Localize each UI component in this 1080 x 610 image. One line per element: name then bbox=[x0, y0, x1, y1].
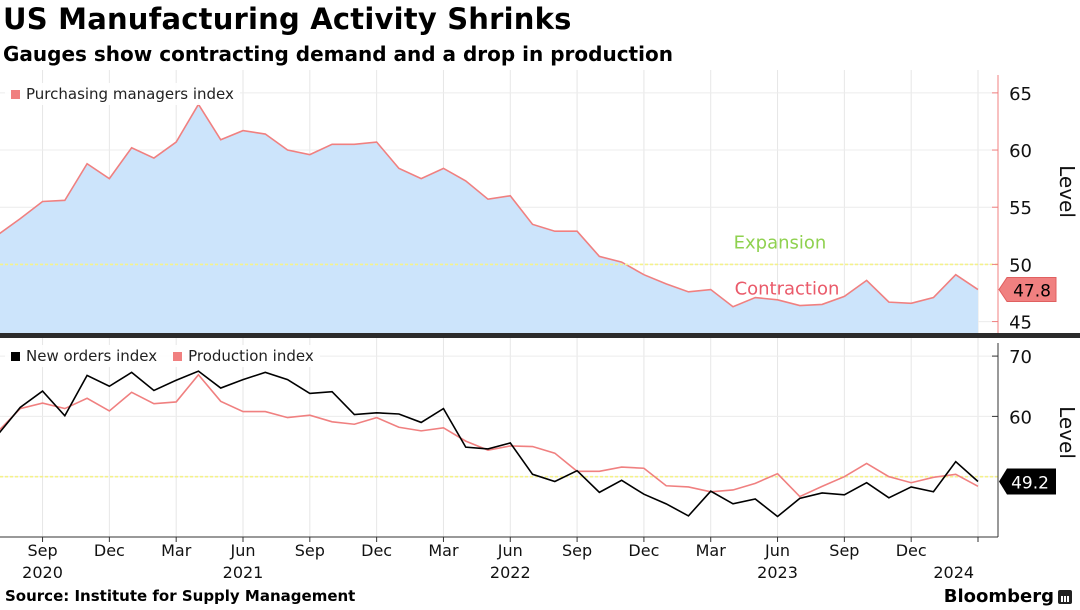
production-line bbox=[0, 373, 979, 498]
brand-name: Bloomberg bbox=[943, 586, 1054, 607]
x-year-label: 2024 bbox=[933, 563, 974, 582]
source-note: Source: Institute for Supply Management bbox=[5, 587, 356, 605]
x-year-label: 2020 bbox=[22, 563, 63, 582]
x-tick-label: Mar bbox=[696, 541, 727, 560]
x-tick-label: Jun bbox=[764, 541, 790, 560]
x-tick-label: Mar bbox=[161, 541, 192, 560]
x-tick-label: Jun bbox=[497, 541, 523, 560]
x-tick-label: Dec bbox=[896, 541, 927, 560]
x-tick-label: Sep bbox=[27, 541, 57, 560]
top-y-tick-label: 45 bbox=[1009, 313, 1032, 334]
pmi-legend-swatch bbox=[11, 89, 20, 99]
x-tick-label: Sep bbox=[562, 541, 592, 560]
x-tick-label: Mar bbox=[428, 541, 459, 560]
x-year-label: 2022 bbox=[490, 563, 531, 582]
expansion-label: Expansion bbox=[734, 232, 827, 253]
x-year-label: 2021 bbox=[223, 563, 264, 582]
top-y-tick-label: 50 bbox=[1009, 255, 1032, 276]
x-tick-label: Sep bbox=[829, 541, 859, 560]
x-tick-label: Sep bbox=[295, 541, 325, 560]
contraction-label: Contraction bbox=[735, 278, 840, 299]
x-tick-label: Dec bbox=[94, 541, 125, 560]
top-y-tick-label: 65 bbox=[1009, 84, 1032, 105]
bottom-legend: New orders index Production index bbox=[5, 345, 320, 367]
x-tick-label: Jun bbox=[230, 541, 256, 560]
production-legend-swatch bbox=[173, 351, 183, 361]
new-orders-legend-label: New orders index bbox=[26, 347, 158, 365]
pmi-last-value-text: 47.8 bbox=[1013, 282, 1051, 302]
pmi-legend: Purchasing managers index bbox=[5, 83, 240, 105]
brand-logo: Bloomberg bbox=[944, 586, 1072, 607]
x-tick-label: Dec bbox=[361, 541, 392, 560]
new-orders-line bbox=[0, 370, 979, 518]
bloomberg-bars-icon bbox=[1058, 589, 1072, 604]
x-tick-label: Dec bbox=[628, 541, 659, 560]
pmi-legend-label: Purchasing managers index bbox=[26, 85, 234, 103]
bottom-y-tick-label: 60 bbox=[1009, 407, 1032, 428]
top-y-axis-title: Level bbox=[1055, 165, 1079, 218]
top-y-tick-label: 60 bbox=[1009, 141, 1032, 162]
new-orders-last-value-text: 49.2 bbox=[1011, 474, 1049, 494]
bottom-y-tick-label: 70 bbox=[1009, 347, 1032, 368]
production-legend-label: Production index bbox=[188, 347, 314, 365]
pmi-area-fill bbox=[0, 104, 978, 333]
new-orders-legend-swatch bbox=[11, 351, 20, 361]
pmi-last-value-tag bbox=[998, 277, 1057, 303]
panel-divider bbox=[0, 333, 1080, 338]
chart-subtitle: Gauges show contracting demand and a dro… bbox=[3, 42, 673, 66]
chart-title: US Manufacturing Activity Shrinks bbox=[3, 2, 572, 36]
new-orders-last-value-tag bbox=[999, 468, 1056, 495]
bottom-y-axis-title: Level bbox=[1055, 406, 1079, 459]
x-year-label: 2023 bbox=[757, 563, 798, 582]
top-y-tick-label: 55 bbox=[1009, 198, 1032, 219]
